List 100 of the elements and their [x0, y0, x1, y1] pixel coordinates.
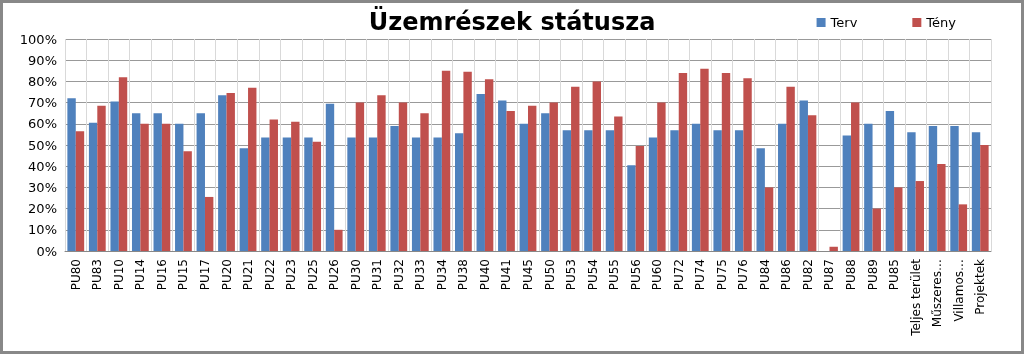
x-tick-label: PU31	[370, 259, 385, 291]
bar	[441, 70, 451, 251]
y-tick-label: 80%	[28, 73, 57, 89]
bar	[842, 135, 852, 251]
bar	[476, 94, 485, 251]
bar	[971, 132, 981, 251]
bar	[734, 130, 744, 251]
y-tick-label: 90%	[28, 52, 57, 68]
x-tick-label: PU33	[413, 259, 428, 291]
bar	[325, 103, 335, 251]
bar	[368, 137, 378, 251]
x-tick-label: PU83	[90, 259, 105, 291]
x-tick-label: PU26	[327, 259, 342, 291]
bar	[196, 113, 205, 251]
x-tick-label: Teljes terület	[908, 258, 923, 337]
bar	[484, 79, 494, 251]
bar	[691, 123, 701, 251]
bar	[670, 130, 679, 251]
bar	[541, 113, 550, 251]
bar	[75, 131, 85, 251]
bar	[894, 187, 903, 251]
y-tick-label: 100%	[19, 31, 57, 47]
x-tick-label: Műszeres…	[930, 259, 945, 328]
bar	[980, 145, 989, 251]
bar	[605, 130, 615, 251]
bar	[764, 187, 774, 251]
x-tick-label: PU32	[391, 259, 406, 291]
x-tick-label: PU84	[757, 259, 772, 291]
x-tick-label: PU17	[197, 259, 212, 291]
bar	[455, 133, 464, 251]
x-tick-label: PU38	[456, 259, 471, 291]
bar	[355, 102, 365, 251]
x-tick-label: PU45	[521, 259, 535, 291]
bar	[807, 115, 817, 251]
bar	[756, 148, 765, 251]
x-tick-label: PU72	[671, 259, 686, 291]
x-tick-label: PU85	[887, 259, 902, 291]
x-tick-label: PU76	[736, 259, 751, 291]
x-tick-label: PU22	[262, 259, 277, 291]
bar	[88, 122, 98, 251]
x-tick-label: Projektek	[973, 258, 988, 315]
y-tick-label: 20%	[28, 201, 57, 217]
bar	[915, 181, 925, 251]
bar	[97, 105, 106, 251]
x-tick-label: PU80	[68, 259, 83, 291]
bar	[304, 137, 313, 251]
legend-label: Terv	[829, 15, 858, 30]
bar	[958, 204, 968, 251]
bar	[928, 125, 938, 251]
bar	[635, 146, 645, 251]
bar	[175, 123, 184, 251]
x-tick-label: PU20	[219, 259, 234, 291]
bar	[571, 86, 580, 251]
x-tick-label: PU88	[844, 259, 859, 291]
bar	[885, 111, 895, 251]
chart-title: Üzemrészek státusza	[368, 6, 656, 36]
y-tick-label: 40%	[28, 158, 57, 174]
x-tick-label: PU16	[154, 259, 169, 291]
bar	[743, 78, 752, 251]
y-tick-label: 60%	[28, 116, 57, 132]
x-tick-label: PU54	[585, 259, 600, 291]
bar	[498, 100, 507, 251]
bar	[248, 87, 257, 251]
x-tick-label: Villamos…	[951, 259, 966, 322]
bar	[950, 125, 959, 251]
bar	[411, 137, 421, 251]
bar	[377, 95, 386, 251]
bar	[937, 164, 946, 251]
bar	[110, 101, 119, 251]
x-tick-label: PU87	[822, 259, 837, 291]
bar	[799, 100, 808, 251]
bar	[183, 151, 192, 251]
x-tick-label: PU89	[865, 259, 880, 291]
bar	[226, 93, 235, 251]
bar	[549, 102, 558, 251]
bar	[390, 125, 399, 251]
x-tick-label: PU41	[499, 259, 514, 291]
x-tick-label: PU21	[241, 259, 256, 291]
bar	[204, 196, 214, 251]
legend-label: Tény	[925, 15, 957, 30]
x-tick-label: PU55	[607, 259, 622, 291]
x-tick-label: PU56	[628, 259, 643, 291]
y-tick-label: 50%	[28, 137, 57, 153]
x-tick-label: PU15	[176, 259, 191, 291]
bar	[218, 95, 227, 251]
bar	[528, 105, 537, 251]
y-tick-label: 70%	[28, 95, 57, 111]
y-tick-label: 0%	[36, 243, 57, 259]
bar	[433, 137, 442, 251]
bar	[872, 208, 881, 251]
bar	[592, 81, 601, 251]
x-tick-label: PU23	[284, 259, 299, 291]
bar	[239, 148, 249, 251]
bar	[657, 102, 666, 251]
x-tick-label: PU14	[133, 259, 148, 291]
bar	[398, 102, 408, 251]
bar	[519, 123, 528, 251]
bar	[67, 98, 76, 251]
bar	[700, 68, 709, 251]
bar	[778, 123, 787, 251]
